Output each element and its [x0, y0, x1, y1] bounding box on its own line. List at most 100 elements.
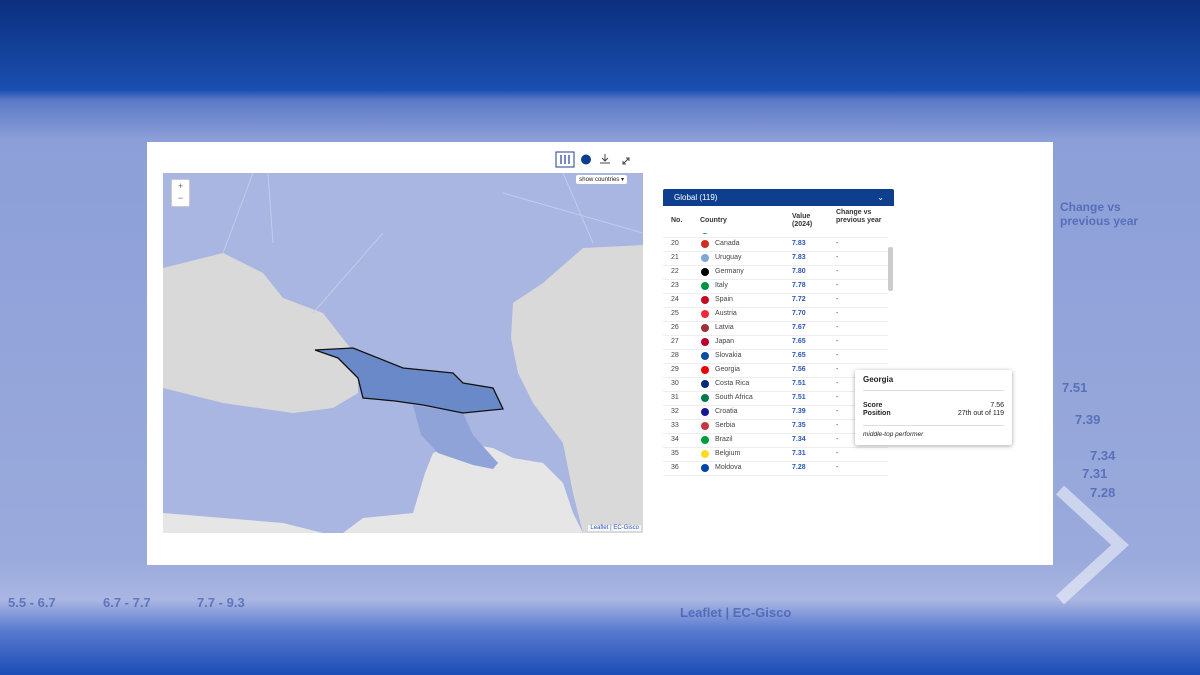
download-button[interactable]	[600, 154, 610, 164]
value: 7.31	[792, 450, 806, 457]
tooltip: Georgia Score 7.56 Position 27th out of …	[855, 370, 1012, 445]
neighbor-country	[413, 405, 498, 469]
value: 7.51	[792, 380, 806, 387]
change: -	[836, 366, 839, 373]
bg-chevron	[1055, 485, 1129, 605]
flag	[701, 282, 709, 290]
tooltip-value: 7.56	[990, 402, 1004, 409]
table-row: 33 Serbia 7.35 -	[663, 419, 888, 434]
country-name: Italy	[715, 282, 728, 289]
region-selector[interactable]: Global (119) ⌄	[663, 189, 894, 206]
table-row: 28 Slovakia 7.65 -	[663, 349, 888, 364]
country-name: South Africa	[715, 394, 753, 401]
flag	[701, 324, 709, 332]
table-row: 20 Canada 7.83 -	[663, 237, 888, 252]
flag	[701, 254, 709, 262]
zoom-out[interactable]: −	[177, 193, 184, 203]
info-button[interactable]	[581, 154, 591, 165]
change: -	[836, 282, 839, 289]
country-name: Croatia	[715, 408, 738, 415]
flag	[701, 408, 709, 416]
column-header: Value (2024)	[792, 213, 813, 228]
legend-layer: 2 - 4.44.4 - 5.55.5 - 6.76.7 - 7.77.7 - …	[163, 173, 643, 533]
value: 7.39	[792, 408, 806, 415]
value: 7.34	[792, 436, 806, 443]
bg-value: 7.39	[1075, 412, 1101, 427]
country-name: Japan	[715, 338, 735, 345]
country-name: Belgium	[715, 450, 741, 457]
bg-header: Change vs previous year	[1060, 200, 1139, 228]
value: 7.56	[792, 366, 806, 373]
bg-value: 7.31	[1082, 466, 1108, 481]
country-name: Latvia	[715, 324, 734, 331]
table-body: 19Ireland7.86- 20 Canada 7.83 - 21 Uruguay 7.83…	[663, 233, 888, 480]
country-name: Moldova	[715, 464, 742, 471]
column-header: No.	[671, 217, 683, 224]
land	[163, 513, 323, 533]
show-countries-dropdown[interactable]: show countries ▾	[576, 175, 627, 184]
change: -	[836, 254, 839, 261]
table-row: 31 South Africa 7.51 -	[663, 391, 888, 406]
rank: 33	[671, 422, 679, 429]
selector-label: Global (119)	[674, 193, 718, 202]
country-name: Germany	[715, 268, 744, 275]
flag	[701, 310, 709, 318]
map[interactable]: + − show countries ▾ 2 - 4.44.4 - 5.55.5…	[163, 173, 643, 533]
value: 7.65	[792, 352, 806, 359]
scrollbar[interactable]	[888, 247, 893, 291]
country-name: Costa Rica	[715, 380, 750, 387]
value: 7.35	[792, 422, 806, 429]
change: -	[836, 338, 839, 345]
bg-value: 7.51	[1062, 380, 1088, 395]
rank: 28	[671, 352, 679, 359]
tooltip-label: Position	[863, 410, 891, 417]
change: -	[836, 268, 839, 275]
rank: 21	[671, 254, 679, 261]
flag	[701, 338, 709, 346]
bg-legend-label: 7.7 - 9.3	[197, 595, 245, 610]
flag	[701, 450, 709, 458]
expand-button[interactable]	[622, 157, 630, 165]
change: -	[836, 352, 839, 359]
country-name: Uruguay	[715, 254, 742, 261]
change: -	[836, 464, 839, 471]
rank: 22	[671, 268, 679, 275]
tooltip-title: Georgia	[863, 375, 894, 384]
flag	[701, 422, 709, 430]
table-row: 35 Belgium 7.31 -	[663, 447, 888, 462]
zoom-control: + −	[171, 179, 190, 207]
land	[163, 253, 358, 413]
dropdown-label: show countries	[579, 177, 620, 183]
flag	[701, 394, 709, 402]
rank: 23	[671, 282, 679, 289]
table-row: 29 Georgia 7.56 -	[663, 363, 888, 378]
selected-country[interactable]	[314, 347, 504, 414]
rank: 20	[671, 240, 679, 247]
value: 7.70	[792, 310, 806, 317]
change: -	[836, 394, 839, 401]
value: 7.28	[792, 464, 806, 471]
country-name: Slovakia	[715, 352, 742, 359]
value: 7.67	[792, 324, 806, 331]
tooltip-note: middle-top performer	[863, 431, 924, 438]
flag	[701, 464, 709, 472]
change: -	[836, 422, 839, 429]
attribution[interactable]: Leaflet | EC-Gisco	[588, 525, 641, 531]
table-row: 19Ireland7.86-	[663, 233, 888, 238]
zoom-in[interactable]: +	[177, 181, 184, 191]
bg-legend-label: 5.5 - 6.7	[8, 595, 56, 610]
country-name: Georgia	[715, 366, 740, 373]
bg-value: 7.34	[1090, 448, 1116, 463]
value: 7.51	[792, 394, 806, 401]
rank: 25	[671, 310, 679, 317]
country-name: Serbia	[715, 422, 736, 429]
rank: 36	[671, 464, 679, 471]
column-header: Change vs previous year	[836, 209, 882, 224]
country-name: Brazil	[715, 436, 733, 443]
widget-panel: + − show countries ▾ 2 - 4.44.4 - 5.55.5…	[147, 142, 1053, 565]
rank: 34	[671, 436, 679, 443]
flag	[701, 436, 709, 444]
change: -	[836, 240, 839, 247]
change: -	[836, 296, 839, 303]
bg-value: 7.28	[1090, 485, 1116, 500]
